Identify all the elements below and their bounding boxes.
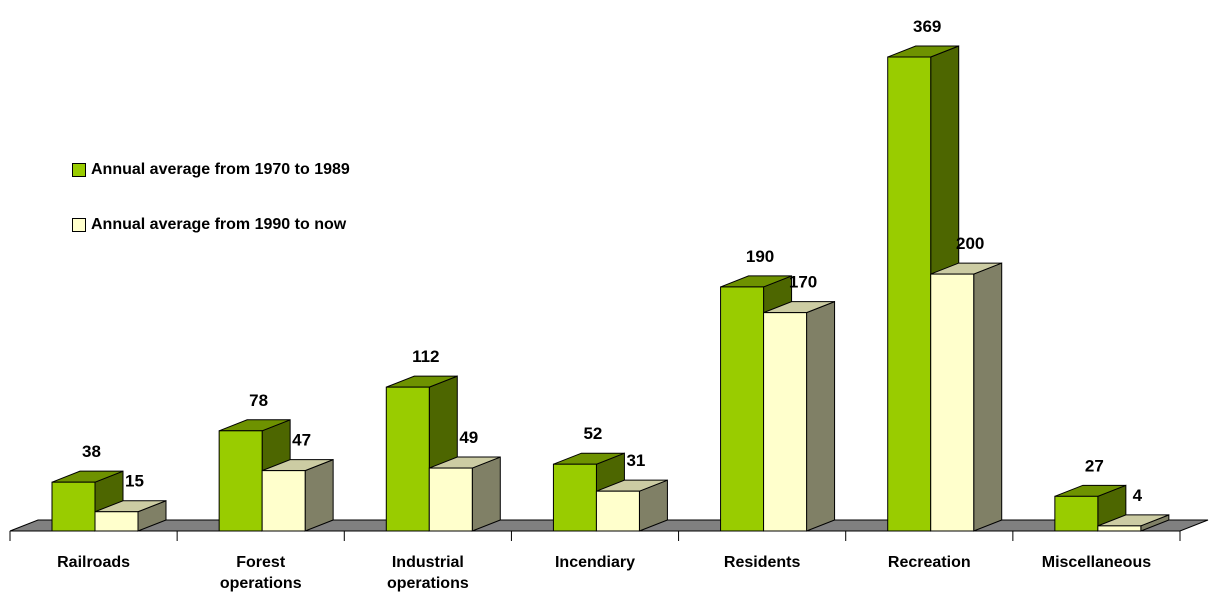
bar-1-3-front <box>385 386 430 532</box>
bar-2-6-side <box>973 262 1003 532</box>
bar-2-2-side <box>304 458 334 532</box>
x-tick-label-2: Forest <box>236 554 286 571</box>
data-label-1-6: 369 <box>913 17 941 36</box>
x-tick-label-5: Residents <box>724 554 801 571</box>
legend-swatch-series-1 <box>72 163 86 177</box>
data-label-2-7: 4 <box>1133 486 1143 505</box>
x-tick-label-6: Recreation <box>888 554 971 571</box>
x-tick-label-3: operations <box>387 575 469 592</box>
bar-1-4-front <box>552 463 597 532</box>
bar-2-4-front <box>595 490 640 532</box>
data-label-1-5: 190 <box>746 247 774 266</box>
bar-2-3-side <box>471 456 501 532</box>
data-label-1-7: 27 <box>1085 456 1104 475</box>
bar-1-5-front <box>720 286 765 532</box>
bar-2-5-side <box>806 300 836 532</box>
bar-1-6-front <box>887 56 932 532</box>
data-label-1-1: 38 <box>82 442 101 461</box>
data-label-1-4: 52 <box>583 424 602 443</box>
data-label-2-1: 15 <box>125 472 144 491</box>
legend-label-series-1: Annual average from 1970 to 1989 <box>91 161 350 178</box>
x-tick-label-2: operations <box>220 575 302 592</box>
legend-item-series-2: Annual average from 1990 to now <box>72 216 346 234</box>
data-label-2-5: 170 <box>789 273 817 292</box>
bar-2-1-front <box>94 511 139 532</box>
legend-item-series-1: Annual average from 1970 to 1989 <box>72 161 350 179</box>
bar-2-2-front <box>261 470 306 532</box>
data-label-2-6: 200 <box>956 234 984 253</box>
x-tick-label-4: Incendiary <box>555 554 635 571</box>
bar-2-7-front <box>1097 525 1142 532</box>
legend-swatch-series-2 <box>72 218 86 232</box>
x-tick-label-7: Miscellaneous <box>1042 554 1151 571</box>
x-tick-label-1: Railroads <box>57 554 130 571</box>
data-label-2-3: 49 <box>459 428 478 447</box>
bar-1-2-front <box>218 430 263 532</box>
bar-1-7-front <box>1054 495 1099 532</box>
bar-2-3-front <box>428 467 473 532</box>
data-label-1-3: 112 <box>412 347 439 366</box>
bar-2-5-front <box>763 312 808 532</box>
data-label-2-2: 47 <box>292 431 311 450</box>
bar-1-1-front <box>51 481 96 532</box>
data-label-1-2: 78 <box>249 391 268 410</box>
legend-label-series-2: Annual average from 1990 to now <box>91 216 347 233</box>
bar-2-6-front <box>930 273 975 532</box>
data-label-2-4: 31 <box>626 451 645 470</box>
x-tick-label-3: Industrial <box>392 554 464 571</box>
